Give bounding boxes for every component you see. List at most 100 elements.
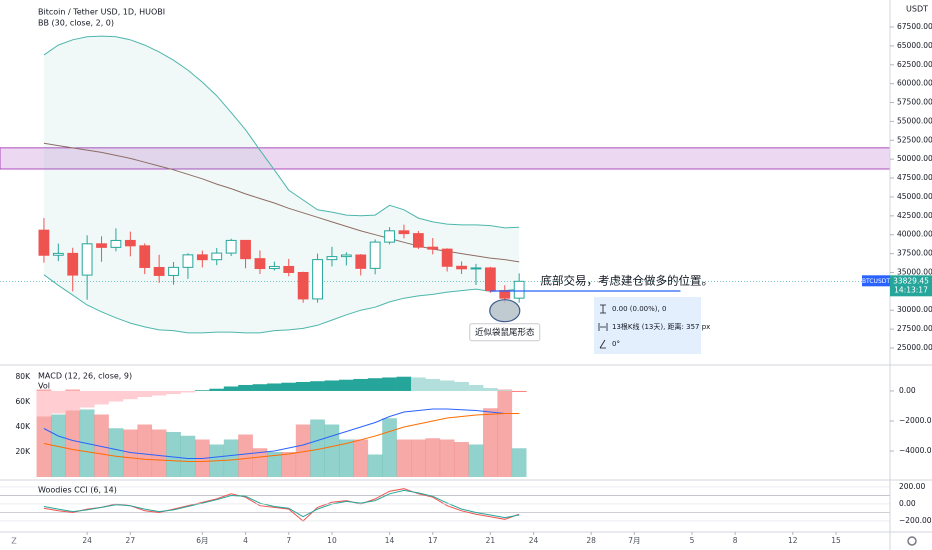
macd-label: MACD (12, 26, close, 9) bbox=[38, 372, 132, 381]
measure-text: 0.00 (0.00%), 0 bbox=[612, 305, 666, 313]
volume-tick-label: 60K bbox=[16, 397, 32, 406]
y-tick-label: 62500.00 bbox=[897, 60, 932, 69]
y-tick-label: 25000.00 bbox=[897, 343, 932, 352]
macd-histogram-bar bbox=[209, 388, 225, 391]
x-tick-label: 4 bbox=[243, 536, 248, 545]
candle-body bbox=[52, 252, 64, 256]
candle-body bbox=[268, 265, 280, 270]
indicator-label: BB (30, close, 2, 0) bbox=[38, 19, 114, 28]
candle-body bbox=[139, 245, 151, 268]
volume-bar bbox=[295, 424, 311, 477]
volume-tick-label: 20K bbox=[16, 447, 32, 456]
x-tick-label: 12 bbox=[788, 536, 798, 545]
cci-tick-label: 200.00 bbox=[899, 482, 925, 491]
y-tick-label: 65000.00 bbox=[897, 41, 932, 50]
macd-histogram-bar bbox=[50, 390, 66, 414]
candle-body bbox=[211, 252, 223, 261]
y-tick-label: 42500.00 bbox=[897, 211, 932, 220]
settings-icon[interactable] bbox=[907, 536, 917, 546]
annotation: 底部交易，考虑建仓做多的位置。 bbox=[540, 273, 713, 287]
volume-bar bbox=[151, 429, 167, 477]
volume-label: Vol bbox=[38, 382, 50, 391]
chart-title: Bitcoin / Tether USD, 1D, HUOBI bbox=[38, 8, 165, 17]
macd-histogram-bar bbox=[497, 390, 513, 391]
x-tick-label: 6月 bbox=[196, 536, 208, 545]
y-tick-label: 60000.00 bbox=[897, 79, 932, 88]
volume-bar bbox=[367, 454, 383, 477]
macd-histogram-bar bbox=[252, 384, 268, 391]
volume-bar bbox=[483, 408, 498, 477]
volume-bar bbox=[65, 389, 81, 477]
volume-bar bbox=[252, 448, 268, 477]
candle-body bbox=[355, 254, 367, 269]
measure-box: 0.00 (0.00%), 0 13根K线 (13天), 距离: 357 px … bbox=[594, 297, 710, 354]
volume-bar bbox=[238, 434, 253, 477]
y2-tick-label: 0.00 bbox=[899, 386, 916, 395]
macd-histogram-bar bbox=[151, 390, 167, 396]
macd-histogram-bar bbox=[425, 378, 441, 391]
axes: 25000.0027500.0030000.0032500.0035000.00… bbox=[16, 22, 932, 545]
macd-histogram-bar bbox=[223, 386, 239, 391]
cci-tick-label: −200.00 bbox=[899, 516, 932, 525]
band-lower bbox=[43, 274, 520, 334]
candle-body bbox=[427, 246, 439, 250]
candle-body bbox=[168, 266, 179, 276]
candle-body bbox=[153, 266, 165, 276]
band-basis bbox=[43, 142, 520, 263]
candle-body bbox=[484, 267, 496, 292]
last-price-tag bbox=[890, 275, 932, 297]
cci-label: Woodies CCI (6, 14) bbox=[38, 486, 117, 495]
candle-body bbox=[124, 239, 136, 247]
macd-histogram-bar bbox=[353, 378, 369, 391]
volume-bar bbox=[223, 439, 239, 477]
macd-histogram-bar bbox=[166, 390, 181, 394]
macd-histogram-bar bbox=[94, 390, 109, 405]
macd-histogram-bar bbox=[468, 384, 484, 391]
candle-body bbox=[283, 265, 295, 273]
price-pane: 底部交易，考虑建仓做多的位置。近似袋鼠尾形态 bbox=[0, 35, 891, 342]
y2-tick-label: −4000.00 bbox=[899, 446, 932, 455]
volume-bar bbox=[339, 439, 354, 477]
candle-body bbox=[384, 230, 395, 243]
y2-tick-label: −2000.00 bbox=[899, 416, 932, 425]
candle-body bbox=[38, 229, 50, 256]
volume-bar bbox=[353, 439, 369, 477]
y-tick-label: 27500.00 bbox=[897, 324, 932, 333]
macd-histogram-bar bbox=[122, 390, 138, 400]
y-tick-label: 67500.00 bbox=[897, 22, 932, 31]
volume-bar bbox=[454, 442, 469, 477]
x-tick-label: 14 bbox=[385, 536, 395, 545]
candle-body bbox=[240, 239, 251, 260]
macd-histogram-bar bbox=[324, 380, 340, 391]
cci-tick-label: 0.00 bbox=[899, 499, 916, 508]
macd-histogram-bar bbox=[194, 390, 210, 391]
candle-body bbox=[513, 280, 525, 299]
volume-bar bbox=[425, 438, 441, 477]
macd-histogram-bar bbox=[65, 390, 81, 411]
macd-histogram-bar bbox=[267, 383, 282, 391]
pattern-label-box bbox=[469, 323, 541, 342]
candle-body bbox=[499, 290, 511, 299]
symbol-label: BTCUSDT bbox=[862, 278, 890, 285]
candle-body bbox=[470, 267, 482, 270]
candle-body bbox=[412, 233, 424, 248]
zoom-icon[interactable]: Z bbox=[11, 537, 17, 546]
x-tick-label: 28 bbox=[586, 536, 596, 545]
x-tick-label: 10 bbox=[327, 536, 337, 545]
candle-body bbox=[312, 259, 323, 300]
volume-bar bbox=[396, 439, 412, 477]
candle-body bbox=[369, 241, 381, 269]
macd-histogram-bar bbox=[382, 377, 397, 391]
cci-line bbox=[43, 489, 520, 519]
volume-bar bbox=[439, 439, 455, 477]
macd-histogram-bar bbox=[339, 379, 354, 391]
macd-pane bbox=[36, 376, 527, 477]
x-tick-label: 27 bbox=[126, 536, 136, 545]
volume-bar bbox=[122, 429, 138, 477]
volume-bar bbox=[94, 414, 109, 477]
macd-histogram-bar bbox=[108, 390, 124, 402]
macd-histogram-bar bbox=[281, 382, 297, 391]
candle-body bbox=[182, 254, 194, 268]
y-tick-label: 35000.00 bbox=[897, 267, 932, 276]
candle-body bbox=[297, 271, 309, 300]
